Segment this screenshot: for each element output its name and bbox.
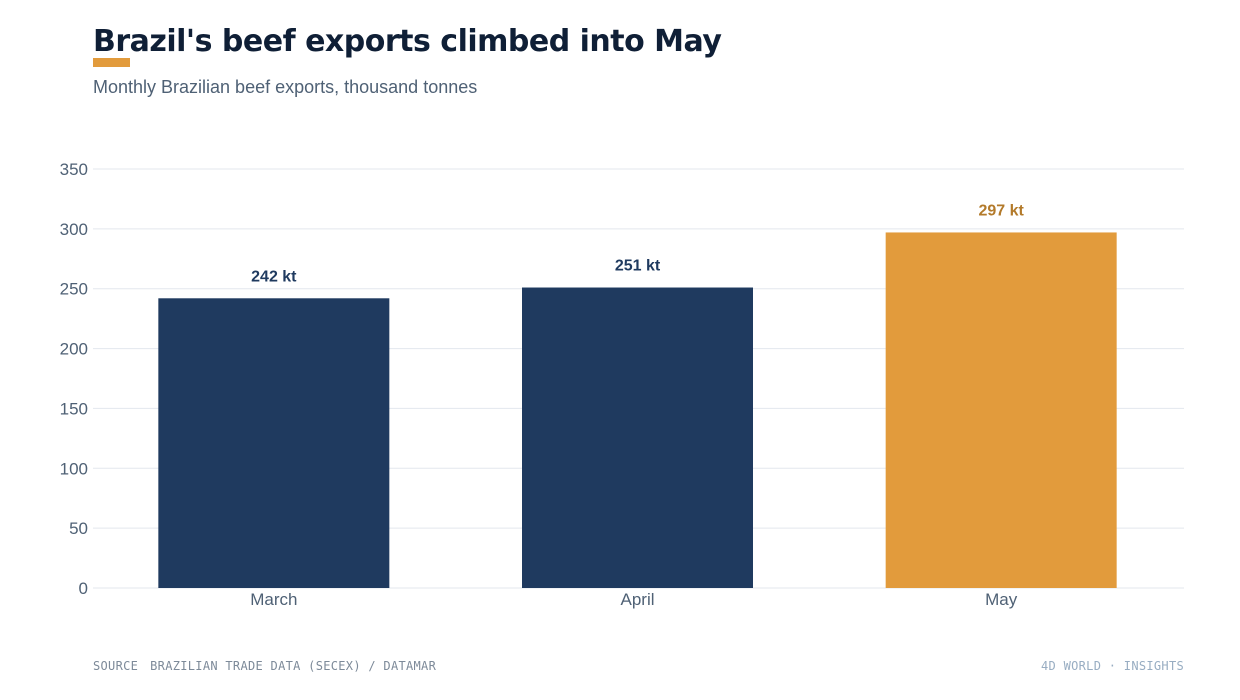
y-tick-label: 350 xyxy=(60,160,88,179)
chart-subtitle: Monthly Brazilian beef exports, thousand… xyxy=(93,77,478,97)
bar-chart: 0 50 100 150 200 250 300 350 242 kt 251 kt 297 kt… xyxy=(60,160,1184,609)
y-tick-label: 250 xyxy=(60,280,88,299)
source-text: BRAZILIAN TRADE DATA (SECEX) / DATAMAR xyxy=(150,659,437,673)
source-label: SOURCE xyxy=(93,659,139,673)
bar-may xyxy=(885,232,1117,588)
bar-april xyxy=(522,287,753,588)
y-tick-label: 200 xyxy=(60,340,88,359)
data-label: 251 kt xyxy=(615,258,661,275)
data-label: 242 kt xyxy=(251,268,297,285)
x-tick-label: May xyxy=(985,590,1018,609)
y-tick-label: 300 xyxy=(60,220,88,239)
y-tick-label: 150 xyxy=(60,399,88,418)
chart-title: Brazil's beef exports climbed into May xyxy=(93,24,722,59)
data-label: 297 kt xyxy=(978,202,1024,219)
brand-label: 4D WORLD · INSIGHTS xyxy=(1041,659,1184,673)
x-axis-ticks: March April May xyxy=(250,590,1018,609)
bars xyxy=(158,232,1117,588)
y-axis-ticks: 0 50 100 150 200 250 300 350 xyxy=(60,160,88,598)
data-labels: 242 kt 251 kt 297 kt xyxy=(251,202,1024,285)
y-tick-label: 0 xyxy=(79,579,88,598)
x-tick-label: April xyxy=(620,590,654,609)
x-tick-label: March xyxy=(250,590,297,609)
source-note: SOURCE BRAZILIAN TRADE DATA (SECEX) / DAT… xyxy=(93,659,436,673)
bar-march xyxy=(158,298,390,588)
title-accent-bar xyxy=(93,58,130,67)
y-tick-label: 50 xyxy=(69,519,88,538)
y-tick-label: 100 xyxy=(60,459,88,478)
